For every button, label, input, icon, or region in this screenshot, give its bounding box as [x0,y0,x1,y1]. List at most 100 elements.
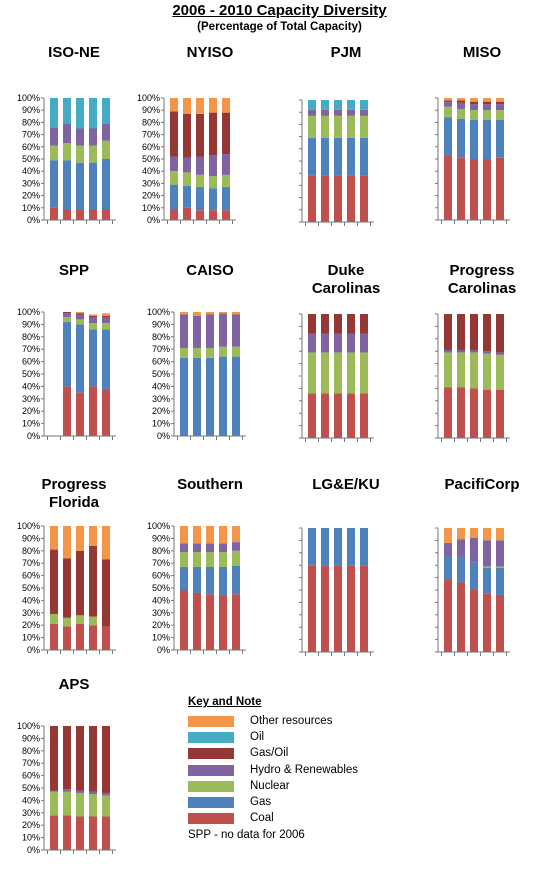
y-tick-label: 50% [22,154,40,164]
bar-segment-gas [321,137,329,176]
bar-segment-gas [193,566,201,593]
y-tick-label: 80% [22,117,40,127]
y-tick-label: 10% [22,833,40,843]
bar-segment-gasoil [89,726,97,792]
bar-segment-nuclear [360,352,368,394]
y-tick-label: 60% [22,571,40,581]
bar-segment-gasoil [196,113,204,157]
bar-segment-coal [347,175,355,222]
legend-label: Nuclear [250,779,290,792]
bar-segment-hydro [232,542,240,551]
bar-segment-nuclear [321,352,329,394]
bar-segment-hydro [334,109,342,116]
y-tick-label: 10% [152,419,170,429]
bar-segment-hydro [444,349,452,353]
y-tick-label: 50% [142,154,160,164]
bar-segment-nuclear [470,110,478,120]
bar-segment-other [457,98,465,101]
bar-segment-coal [206,594,214,650]
bar-segment-other [496,98,504,102]
bar-segment-nuclear [63,791,71,816]
bar-segment-coal [444,387,452,438]
chart-panel: PJM [278,44,414,254]
y-tick-label: 20% [22,820,40,830]
legend-swatch [188,748,234,760]
chart-panel: Progress Carolinas [414,262,550,472]
legend-item-hydro: Hydro & Renewables [188,763,398,777]
bar-segment-gasoil [334,314,342,334]
y-tick-label: 70% [152,558,170,568]
bar-segment-gas [206,566,214,595]
y-tick-label: 10% [22,419,40,429]
bar-segment-gas [496,119,504,158]
bar-segment-hydro [347,109,355,116]
bar-segment-gas [180,566,188,591]
bar-segment-oil [50,98,58,128]
bar-segment-gasoil [496,101,504,105]
bar-segment-nuclear [50,145,58,161]
bar-segment-hydro [334,333,342,353]
bar-segment-coal [334,175,342,222]
bar-segment-coal [308,393,316,438]
bar-segment-other [470,528,478,538]
bar-segment-hydro [308,333,316,353]
chart-title: MISO [462,44,502,61]
bar-segment-coal [321,565,329,652]
bar-segment-coal [347,393,355,438]
y-tick-label: 50% [152,583,170,593]
chart-plot [299,527,374,656]
bar-segment-gas [76,162,84,210]
chart-title: PJM [330,44,362,61]
bar-segment-other [209,98,217,113]
bar-segment-hydro [219,313,227,347]
bar-segment-gasoil [347,314,355,334]
chart-panel: Progress Florida 0% 10% 20% 30% 40% 50% 60% 70% 8… [6,476,142,686]
bar-segment-coal [76,816,84,850]
bar-segment-nuclear [496,566,504,568]
bar-segment-coal [89,625,97,650]
bar-segment-nuclear [219,552,227,567]
bar-segment-hydro [470,537,478,563]
bar-segment-gasoil [63,726,71,790]
bar-segment-other [219,526,227,544]
bar-segment-hydro [50,127,58,146]
bar-segment-gasoil [470,314,478,350]
bar-segment-gas [183,185,191,208]
bar-segment-gasoil [89,315,97,317]
bar-segment-hydro [483,104,491,111]
bar-segment-coal [321,175,329,222]
legend-label: Gas [250,796,272,808]
bar-segment-other [50,526,58,550]
bar-segment-gas [496,567,504,595]
bar-segment-gas [50,160,58,208]
bar-segment-gas [89,162,97,210]
y-tick-label: 100% [17,521,40,531]
chart-plot [435,97,510,224]
chart-panel: Southern 0% 10% 20% 30% 40% 50% 60% 70% 80% 90% 100… [142,476,278,686]
bar-segment-oil [347,100,355,110]
legend-title: Key and Note [188,696,262,708]
bar-segment-nuclear [63,617,71,627]
bar-segment-nuclear [63,316,71,322]
chart-title: APS [58,676,90,693]
bar-segment-oil [63,98,71,124]
bar-segment-nuclear [89,794,97,817]
bar-segment-coal [76,209,84,220]
bar-segment-nuclear [102,140,110,159]
bar-segment-gas [308,528,316,566]
chart-plot: 0% 10% 20% 30% 40% 50% 60% 70% 80% 90% 100% [17,307,116,441]
bar-segment-hydro [347,333,355,353]
chart-title: NYISO [186,44,234,61]
bar-segment-other [89,526,97,546]
chart-title: Duke Carolinas [311,262,381,297]
y-tick-label: 20% [22,620,40,630]
y-tick-label: 10% [142,203,160,213]
bar-segment-coal [457,582,465,652]
y-tick-label: 90% [152,533,170,543]
bar-segment-gas [170,184,178,210]
bar-segment-other [196,98,204,114]
bar-segment-coal [50,815,58,850]
chart-plot [299,313,374,442]
bar-segment-coal [76,623,84,650]
bar-segment-gasoil [457,314,465,350]
